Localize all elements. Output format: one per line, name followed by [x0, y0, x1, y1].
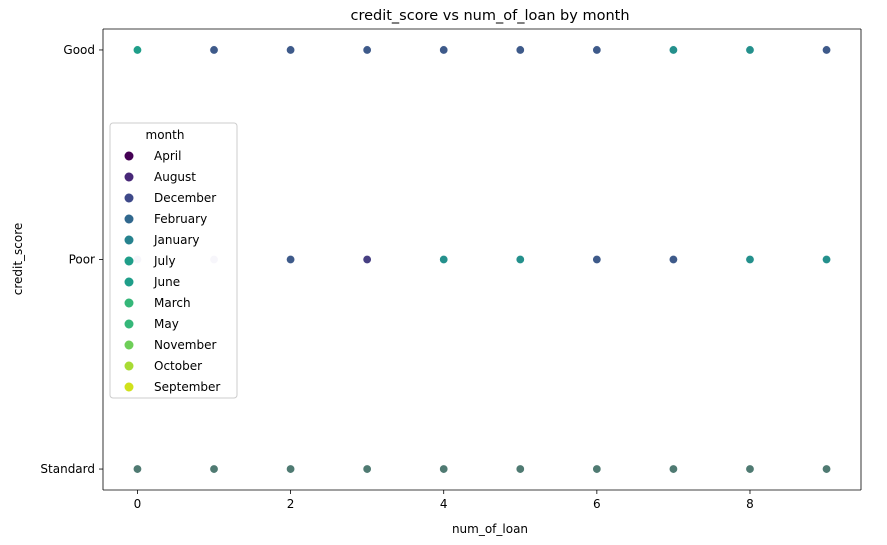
legend-marker	[124, 235, 134, 245]
legend-marker	[124, 151, 134, 161]
x-tick-label: 2	[287, 497, 295, 511]
scatter-point	[668, 255, 678, 265]
scatter-point	[592, 45, 602, 55]
legend-label: June	[153, 275, 180, 289]
legend-label: October	[154, 359, 202, 373]
scatter-point	[515, 45, 525, 55]
scatter-point	[286, 255, 296, 265]
scatter-point	[439, 45, 449, 55]
legend-label: December	[154, 191, 216, 205]
legend-title: month	[146, 128, 185, 142]
points-layer	[132, 45, 832, 474]
legend-marker	[124, 319, 134, 329]
x-tick-label: 4	[440, 497, 448, 511]
scatter-point	[592, 464, 602, 474]
scatter-point	[592, 255, 602, 265]
legend-marker	[124, 298, 134, 308]
legend-marker	[124, 361, 134, 371]
legend-marker	[124, 214, 134, 224]
scatter-point	[132, 464, 142, 474]
scatter-point	[822, 255, 832, 265]
legend-marker	[124, 256, 134, 266]
scatter-point	[209, 464, 219, 474]
scatter-point	[668, 464, 678, 474]
chart-title: credit_score vs num_of_loan by month	[350, 8, 629, 24]
scatter-point	[439, 255, 449, 265]
y-axis: Good Poor Standard	[40, 43, 103, 476]
y-axis-label: credit_score	[11, 223, 25, 296]
legend-frame	[109, 122, 238, 399]
legend-label: July	[153, 254, 176, 268]
scatter-point	[515, 255, 525, 265]
legend-entries: April August December February January July Ju…	[124, 149, 220, 394]
scatter-point	[132, 45, 142, 55]
legend-label: February	[154, 212, 207, 226]
scatter-point	[668, 45, 678, 55]
legend-marker	[124, 340, 134, 350]
scatter-point	[515, 464, 525, 474]
scatter-point	[745, 45, 755, 55]
legend-marker	[124, 277, 134, 287]
scatter-point	[439, 464, 449, 474]
scatter-point	[822, 464, 832, 474]
x-tick-label: 0	[134, 497, 142, 511]
x-axis-label: num_of_loan	[452, 522, 528, 536]
legend-label: May	[154, 317, 179, 331]
legend-label: September	[154, 380, 220, 394]
x-tick-label: 6	[593, 497, 601, 511]
scatter-point	[822, 45, 832, 55]
scatter-point	[745, 464, 755, 474]
x-tick-label: 8	[746, 497, 754, 511]
scatter-point	[286, 464, 296, 474]
scatter-point	[362, 464, 372, 474]
legend-label: January	[153, 233, 200, 247]
scatter-point	[362, 45, 372, 55]
x-axis: 0 2 4 6 8	[134, 490, 754, 511]
y-tick-label: Good	[63, 43, 95, 57]
scatter-point	[745, 255, 755, 265]
scatter-point	[209, 45, 219, 55]
y-tick-label: Poor	[69, 253, 95, 267]
y-tick-label: Standard	[40, 462, 95, 476]
scatter-point	[362, 255, 372, 265]
legend: month April August December February January…	[109, 122, 238, 399]
legend-marker	[124, 172, 134, 182]
legend-marker	[124, 382, 134, 392]
legend-marker	[124, 193, 134, 203]
legend-label: August	[154, 170, 196, 184]
legend-label: March	[154, 296, 191, 310]
legend-label: April	[154, 149, 181, 163]
legend-label: November	[154, 338, 216, 352]
scatter-point	[286, 45, 296, 55]
